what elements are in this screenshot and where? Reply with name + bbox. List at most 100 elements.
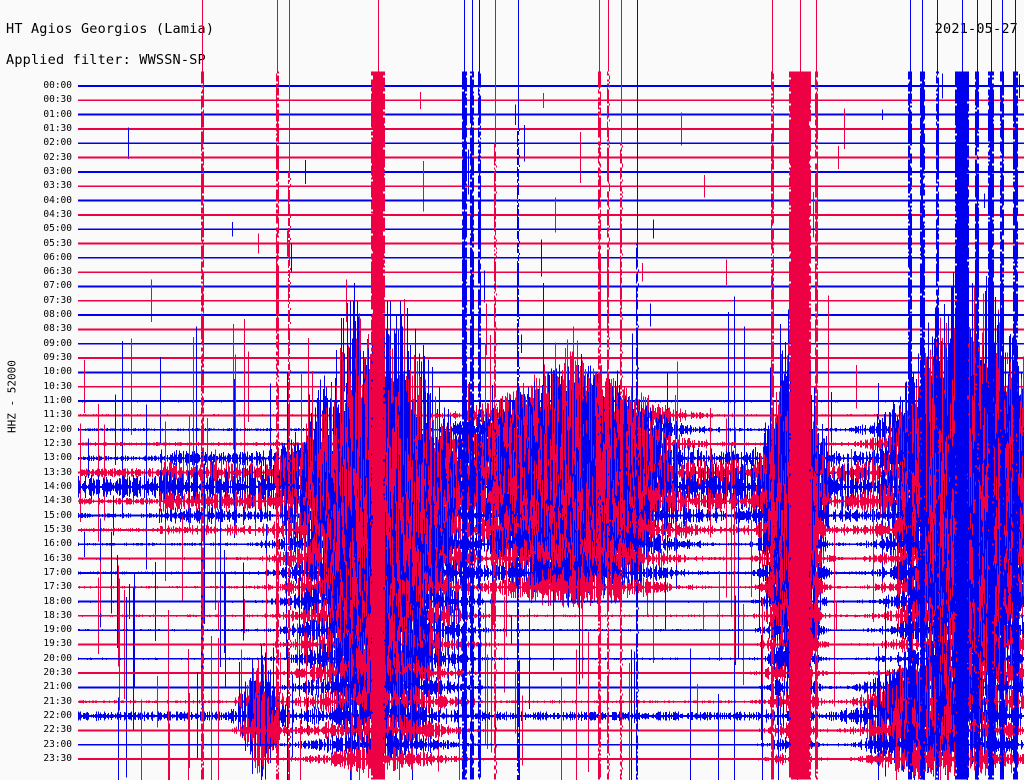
clipped-column	[607, 723, 608, 726]
clipped-column	[620, 437, 622, 440]
clipped-column	[462, 165, 467, 168]
clipped-column	[609, 225, 610, 228]
trace-spike	[703, 601, 704, 630]
clipped-column	[607, 759, 609, 762]
clipped-column	[494, 365, 496, 368]
clipped-column	[494, 163, 496, 166]
clipped-column	[494, 691, 496, 694]
clipped-column	[276, 721, 279, 724]
clipped-column	[463, 113, 467, 116]
clipped-column	[494, 573, 495, 576]
clipped-column	[203, 171, 204, 174]
clipped-column	[598, 763, 601, 766]
clipped-column	[276, 499, 278, 502]
clipped-column	[620, 237, 622, 240]
clipped-column	[772, 249, 774, 252]
clipped-column	[288, 559, 290, 562]
clipped-column	[517, 608, 519, 611]
clipped-column	[598, 229, 601, 232]
clipped-column	[371, 457, 385, 460]
clipped-column	[471, 167, 474, 170]
clipped-column	[478, 207, 481, 210]
clipped-column	[288, 261, 290, 264]
clipped-column	[462, 679, 467, 682]
clipped-column	[277, 121, 278, 124]
clipped-column	[276, 683, 279, 686]
clipped-column	[371, 557, 385, 560]
clipped-column	[201, 641, 203, 644]
clipped-column	[598, 321, 601, 324]
clipped-column	[276, 617, 278, 620]
clipped-column	[607, 425, 609, 428]
trace-spike	[119, 578, 120, 711]
clipped-column	[598, 775, 601, 778]
clipped-column	[462, 703, 467, 706]
clipped-column	[462, 751, 466, 754]
clipped-column	[470, 295, 474, 298]
clipped-column	[478, 515, 481, 518]
clipped-column	[201, 145, 203, 148]
clipped-column	[636, 745, 638, 748]
clipped-column	[278, 187, 279, 190]
clipped-column	[470, 269, 474, 272]
time-tick: 09:30	[43, 353, 72, 363]
clipped-column	[494, 629, 496, 632]
clipped-column	[277, 763, 279, 766]
clipped-column	[203, 637, 204, 640]
clipped-column	[462, 761, 467, 764]
clipped-column	[598, 701, 601, 704]
clipped-column	[371, 399, 385, 402]
clipped-column	[608, 451, 609, 454]
clipped-column	[463, 743, 467, 746]
clipped-column	[478, 603, 481, 606]
clipped-column	[598, 565, 601, 568]
clipped-column	[771, 165, 774, 168]
clipped-column	[478, 661, 481, 664]
clipped-column	[598, 327, 601, 330]
clipped-column	[636, 601, 638, 604]
clipped-column	[517, 246, 518, 249]
trace-spike	[650, 303, 651, 327]
clipped-column	[290, 671, 291, 674]
clipped-column	[288, 737, 290, 740]
clipped-column	[462, 735, 467, 738]
clipped-column	[598, 169, 601, 172]
clipped-column	[371, 203, 385, 206]
clipped-column	[472, 455, 474, 458]
clipped-column	[462, 579, 467, 582]
trace-spike	[399, 663, 400, 780]
clipped-column	[479, 777, 480, 780]
clipped-column	[462, 397, 466, 400]
clipped-column	[478, 77, 481, 80]
clipped-column	[517, 694, 519, 697]
clipped-column	[607, 435, 609, 438]
clipped-column	[495, 711, 496, 714]
time-tick: 08:00	[43, 310, 72, 320]
trace-baseline	[78, 142, 1024, 145]
clipped-column	[517, 396, 519, 399]
clipped-column	[620, 503, 622, 506]
clipped-column	[201, 751, 204, 754]
clipped-column	[607, 741, 609, 744]
clipped-column	[288, 487, 290, 490]
clipped-column	[278, 393, 279, 396]
clipped-column	[517, 232, 519, 235]
clipped-column	[771, 239, 773, 242]
clipped-column	[620, 415, 622, 418]
clipped-column	[276, 373, 278, 376]
clipped-column	[371, 253, 384, 256]
clipped-column	[470, 737, 474, 740]
clipped-column	[371, 593, 385, 596]
clipped-column	[288, 601, 290, 604]
clipped-column	[371, 235, 385, 238]
clipped-column	[479, 409, 481, 412]
clipped-column	[276, 739, 279, 742]
clipped-column	[470, 285, 473, 288]
clipped-column	[517, 626, 519, 629]
clipped-column	[636, 541, 638, 544]
clipped-column	[371, 275, 385, 278]
clipped-column	[470, 743, 474, 746]
clipped-column	[494, 323, 496, 326]
clipped-column	[276, 457, 277, 460]
clipped-column	[462, 169, 467, 172]
